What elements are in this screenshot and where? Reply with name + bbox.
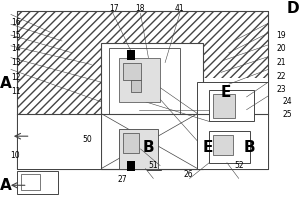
Text: 21: 21	[277, 58, 286, 67]
Bar	[21, 174, 40, 190]
Text: 15: 15	[11, 31, 21, 40]
Text: 18: 18	[135, 4, 145, 13]
Bar	[101, 43, 203, 136]
Text: 10: 10	[10, 151, 20, 160]
Text: 50: 50	[82, 135, 92, 144]
Text: B: B	[243, 140, 255, 155]
Text: E: E	[202, 140, 213, 155]
Text: 22: 22	[277, 72, 286, 81]
Bar	[127, 161, 135, 171]
Text: B: B	[143, 140, 155, 155]
Text: 16: 16	[11, 18, 21, 27]
Text: A: A	[0, 76, 12, 91]
Text: 24: 24	[283, 97, 292, 106]
Text: 13: 13	[11, 58, 21, 67]
Bar	[17, 11, 268, 169]
Text: E: E	[220, 85, 231, 100]
Bar	[17, 171, 58, 194]
Text: 52: 52	[234, 161, 244, 170]
Text: 41: 41	[175, 4, 184, 13]
Bar	[209, 90, 254, 121]
Bar	[197, 82, 268, 169]
Text: 19: 19	[277, 31, 286, 40]
Text: 12: 12	[12, 73, 21, 82]
Bar	[109, 48, 180, 114]
Bar	[127, 50, 135, 60]
Text: D: D	[287, 1, 299, 16]
Text: 20: 20	[277, 44, 286, 53]
Bar	[119, 129, 158, 169]
Bar	[101, 129, 200, 169]
Text: 26: 26	[184, 170, 194, 179]
Text: 25: 25	[283, 110, 292, 119]
Bar	[213, 135, 233, 155]
Bar	[131, 80, 140, 92]
Bar	[213, 94, 235, 118]
Bar	[119, 58, 160, 102]
Text: 17: 17	[109, 4, 118, 13]
Bar	[17, 114, 101, 169]
Text: 14: 14	[11, 44, 21, 53]
Bar	[123, 63, 140, 80]
Text: 27: 27	[118, 175, 127, 184]
Text: 51: 51	[148, 161, 158, 170]
Bar	[209, 131, 250, 163]
Text: A: A	[0, 178, 12, 193]
Text: 11: 11	[12, 87, 21, 96]
Bar	[101, 43, 203, 169]
Bar	[123, 133, 139, 153]
Bar	[197, 78, 268, 169]
Text: 23: 23	[277, 85, 286, 94]
